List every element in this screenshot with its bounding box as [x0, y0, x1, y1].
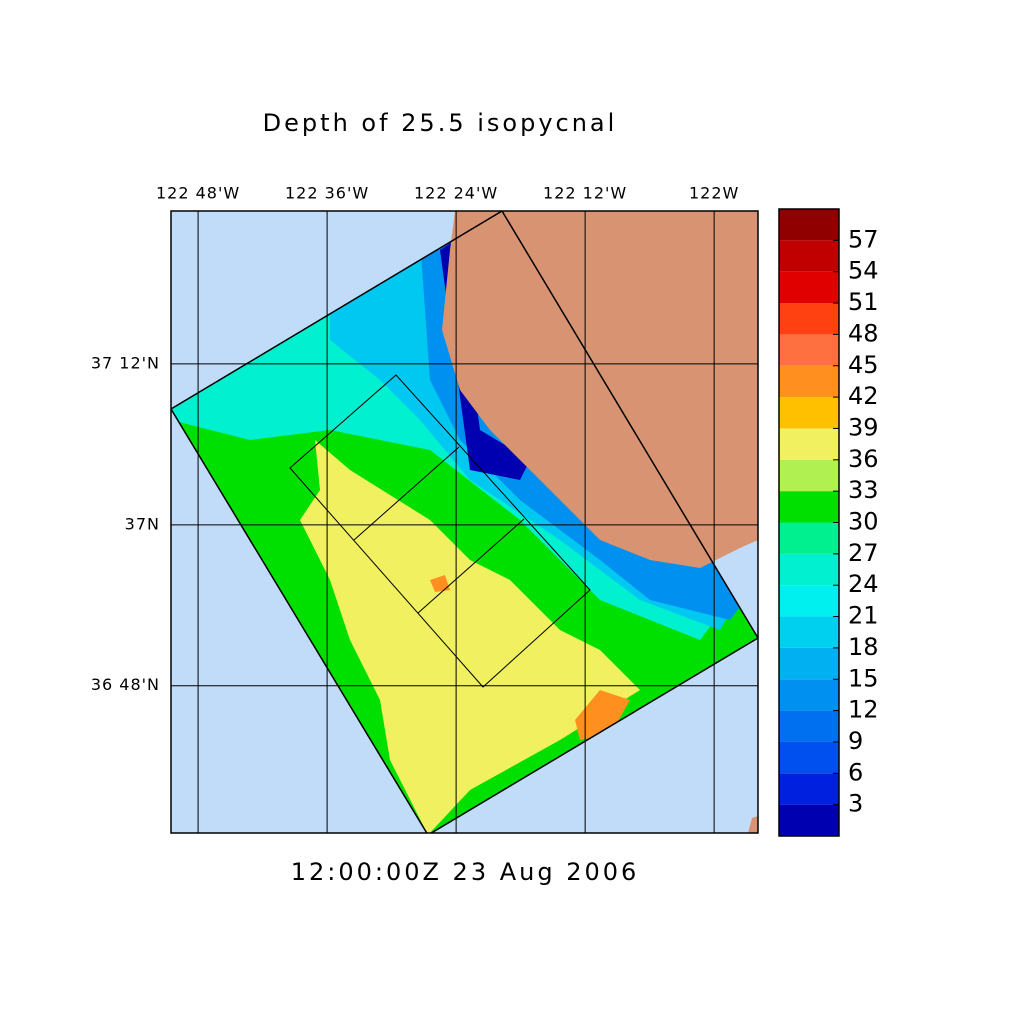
colorbar-label: 6	[848, 758, 863, 786]
land	[748, 816, 758, 833]
colorbar-band	[779, 491, 839, 523]
colorbar-label: 48	[848, 319, 879, 347]
x-tick-label: 122 12'W	[543, 184, 627, 203]
colorbar-label: 3	[848, 790, 863, 818]
x-tick-label: 122W	[689, 184, 739, 203]
colorbar-band	[779, 616, 839, 648]
colorbar-band	[779, 365, 839, 398]
subdomain-divider	[417, 518, 525, 614]
colorbar-label: 54	[848, 257, 879, 285]
colorbar-band	[779, 271, 839, 304]
colorbar-label: 57	[848, 225, 879, 253]
timestamp: 12:00:00Z 23 Aug 2006	[291, 858, 640, 886]
land	[442, 211, 758, 568]
colorbar-label: 18	[848, 633, 879, 661]
colorbar-label: 9	[848, 727, 863, 755]
colorbar-band	[779, 209, 839, 241]
colorbar-band	[779, 428, 839, 460]
map-frame	[170, 210, 759, 834]
colorbar-label: 12	[848, 696, 879, 724]
colorbar-band	[779, 240, 839, 272]
y-tick-label: 37 12'N	[91, 353, 160, 372]
field-patch	[300, 440, 640, 833]
colorbar-label: 39	[848, 413, 879, 441]
colorbar-label: 36	[848, 445, 879, 473]
colorbar-label: 30	[848, 508, 879, 536]
x-tick-label: 122 24'W	[414, 184, 498, 203]
y-tick-label: 36 48'N	[91, 675, 160, 694]
colorbar-label: 45	[848, 351, 879, 379]
field-patch	[430, 575, 450, 592]
colorbar-band	[779, 741, 839, 774]
colorbar-band	[779, 679, 839, 711]
colorbar-band	[779, 710, 839, 742]
colorbar-label: 33	[848, 476, 879, 504]
colorbar-band	[779, 459, 839, 492]
colorbar-label: 42	[848, 382, 879, 410]
colorbar-band	[779, 773, 839, 805]
y-tick-label: 37N	[125, 514, 160, 533]
field-patch	[575, 690, 630, 740]
x-tick-label: 122 36'W	[285, 184, 369, 203]
colorbar-band	[779, 647, 839, 680]
colorbar-band	[779, 553, 839, 586]
map-area	[171, 211, 758, 833]
title: Depth of 25.5 isopycnal	[263, 109, 618, 137]
colorbar-label: 21	[848, 602, 879, 630]
colorbar-label: 51	[848, 288, 879, 316]
colorbar-band	[779, 522, 839, 554]
domain-outline	[171, 211, 758, 833]
x-tick-label: 122 48'W	[156, 184, 240, 203]
colorbar-label: 27	[848, 539, 879, 567]
colorbar-band	[779, 804, 839, 836]
colorbar-band	[779, 397, 839, 429]
colorbar-band	[779, 334, 839, 366]
subdomain-outline	[289, 374, 591, 688]
colorbar-band	[779, 585, 839, 617]
colorbar-band	[779, 303, 839, 335]
colorbar-label: 15	[848, 664, 879, 692]
graticule	[171, 211, 758, 833]
colorbar-label: 24	[848, 570, 879, 598]
